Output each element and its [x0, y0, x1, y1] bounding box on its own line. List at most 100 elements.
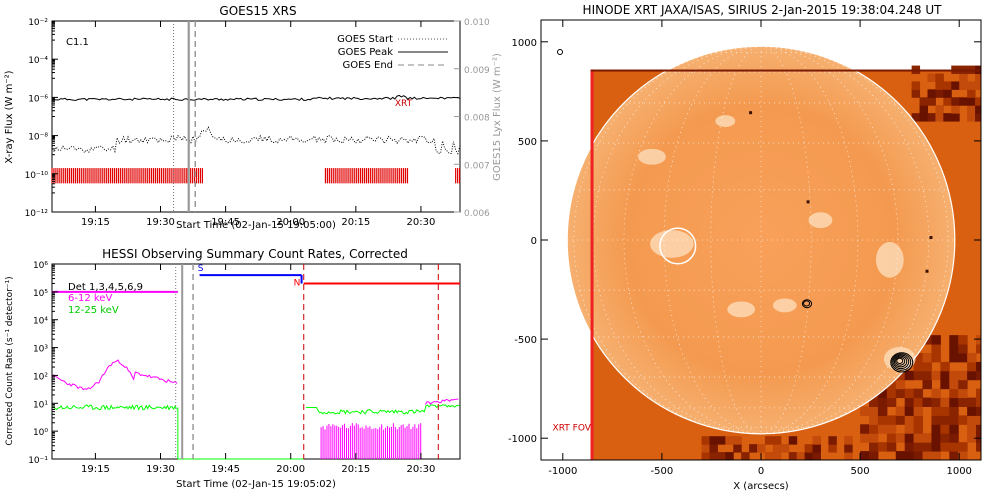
xrt-corner-block	[949, 379, 959, 390]
xrt-corner-block	[886, 415, 897, 425]
xrt-y-axis: 1000 500 0 -500 -1000	[508, 38, 981, 445]
hessi-x-tick-label: 19:30	[146, 464, 175, 475]
xrt-corner-block	[951, 113, 960, 122]
xrt-corner-block	[976, 370, 981, 381]
xrt-corner-block	[904, 424, 915, 434]
xrt-dark-corners	[701, 65, 981, 460]
goes-right-y-label: GOES15 Lyx Flux (W m⁻²)	[492, 53, 503, 181]
hessi-x-tick-label: 20:15	[341, 464, 370, 475]
hessi-y-axis: 10⁶ 10⁵ 10⁴ 10³ 10² 10¹ 10⁰ 10⁻¹	[28, 261, 58, 466]
goes-right-tick-label: 0.006	[464, 209, 490, 219]
xrt-corner-block	[976, 397, 981, 407]
hessi-y-tick-label: 10⁵	[33, 289, 48, 299]
xrt-corner-block	[904, 388, 915, 399]
hessi-y-tick-label: 10⁴	[33, 317, 48, 327]
goes-series-long	[51, 94, 461, 102]
hessi-x-tick-label: 20:30	[407, 464, 436, 475]
xrt-corner-block	[904, 433, 915, 443]
xrt-dark-spot	[749, 111, 753, 115]
xrt-corner-block	[940, 415, 950, 425]
xrt-corner-block	[904, 397, 915, 407]
solar-disk	[567, 46, 955, 434]
xrt-corner-block	[860, 424, 870, 434]
xrt-corner-block	[913, 451, 924, 460]
goes-title: GOES15 XRS	[219, 4, 296, 18]
xrt-corner-block	[764, 452, 774, 460]
xrt-corner-block	[717, 436, 726, 445]
xrt-corner-block	[860, 406, 870, 416]
xrt-corner-block	[927, 89, 936, 98]
contour-level	[890, 352, 914, 373]
xrt-corner-block	[935, 81, 944, 90]
xrt-image-panel: HINODE XRT JAXA/ISAS, SIRIUS 2-Jan-2015 …	[508, 3, 982, 492]
xrt-corner-block	[913, 433, 924, 443]
goes-legend: GOES Start GOES Peak GOES End	[337, 34, 448, 71]
xrt-corner-block	[913, 424, 924, 434]
xrt-corner-block	[725, 436, 734, 445]
xrt-corner-block	[931, 397, 941, 407]
xrt-corner-block	[967, 433, 977, 443]
xrt-corner-block	[927, 73, 936, 82]
xrt-corner-block	[844, 452, 853, 460]
hessi-y-tick-label: 10⁶	[33, 261, 48, 271]
xrt-corner-block	[967, 406, 977, 416]
xrt-x-label: X (arcsecs)	[733, 481, 789, 492]
xrt-corner-block	[904, 370, 915, 381]
xrt-corner-block	[958, 397, 968, 407]
xrt-corner-block	[931, 352, 941, 363]
xrt-corner-block	[913, 442, 924, 452]
xrt-corner-block	[976, 388, 981, 399]
xrt-corner-block	[709, 452, 718, 460]
xrt-corner-block	[949, 344, 959, 354]
xrt-corner-block	[976, 442, 981, 452]
goes-y-tick-label: 10⁻¹⁰	[25, 171, 49, 181]
xrt-corner-block	[709, 436, 718, 445]
xrt-corner-block	[877, 397, 888, 407]
goes-series	[51, 94, 461, 155]
xrt-corner-block	[931, 335, 941, 345]
xrt-x-tick-label: -1000	[548, 466, 577, 477]
xrt-corner-block	[949, 370, 959, 381]
xrt-corner-block	[877, 406, 888, 416]
xrt-corner-block	[958, 415, 968, 425]
xrt-corner-block	[869, 424, 879, 434]
xrt-corner-block	[877, 415, 888, 425]
xrt-corner-block	[895, 388, 906, 399]
xrt-corner-block	[958, 352, 968, 363]
xrt-corner-block	[935, 113, 944, 122]
xrt-corner-block	[886, 379, 897, 390]
xrt-corner-block	[913, 361, 924, 372]
xrt-corner-block	[895, 370, 906, 381]
xrt-corner-block	[940, 379, 950, 390]
hessi-series-12-25-kev	[51, 404, 178, 411]
xrt-corner-block	[895, 379, 906, 390]
xrt-y-tick-label: 1000	[512, 38, 537, 49]
xrt-corner-block	[701, 444, 710, 453]
xrt-corner-block	[931, 433, 941, 443]
xrt-corner-block	[788, 436, 798, 445]
goes-x-tick-label: 20:15	[341, 217, 370, 228]
hessi-series-6-12-kev	[51, 359, 178, 391]
xrt-corner-block	[958, 370, 968, 381]
xrt-corner-block	[804, 452, 814, 460]
xrt-dark-spot	[925, 269, 929, 273]
hessi-panel: HESSI Observing Summary Count Rates, Cor…	[5, 247, 461, 490]
xrt-corner-block	[927, 113, 936, 122]
xrt-corner-block	[931, 415, 941, 425]
flare-class-label: C1.1	[66, 37, 89, 48]
xrt-bright-region	[715, 115, 736, 128]
xrt-corner-block	[975, 97, 981, 106]
xrt-y-tick-label: -500	[514, 335, 537, 346]
xrt-corner-block	[975, 113, 981, 122]
xrt-corner-block	[913, 415, 924, 425]
xrt-corner-block	[796, 452, 806, 460]
xrt-corner-block	[976, 335, 981, 345]
xrt-corner-block	[772, 444, 782, 453]
xrt-corner-block	[943, 89, 952, 98]
xrt-corner-block	[940, 361, 950, 372]
goes-y-tick-label: 10⁻¹²	[25, 209, 49, 219]
xrt-corner-block	[764, 436, 774, 445]
xrt-corner-block	[895, 415, 906, 425]
xrt-corner-block	[913, 352, 924, 363]
xrt-corner-block	[922, 361, 932, 372]
